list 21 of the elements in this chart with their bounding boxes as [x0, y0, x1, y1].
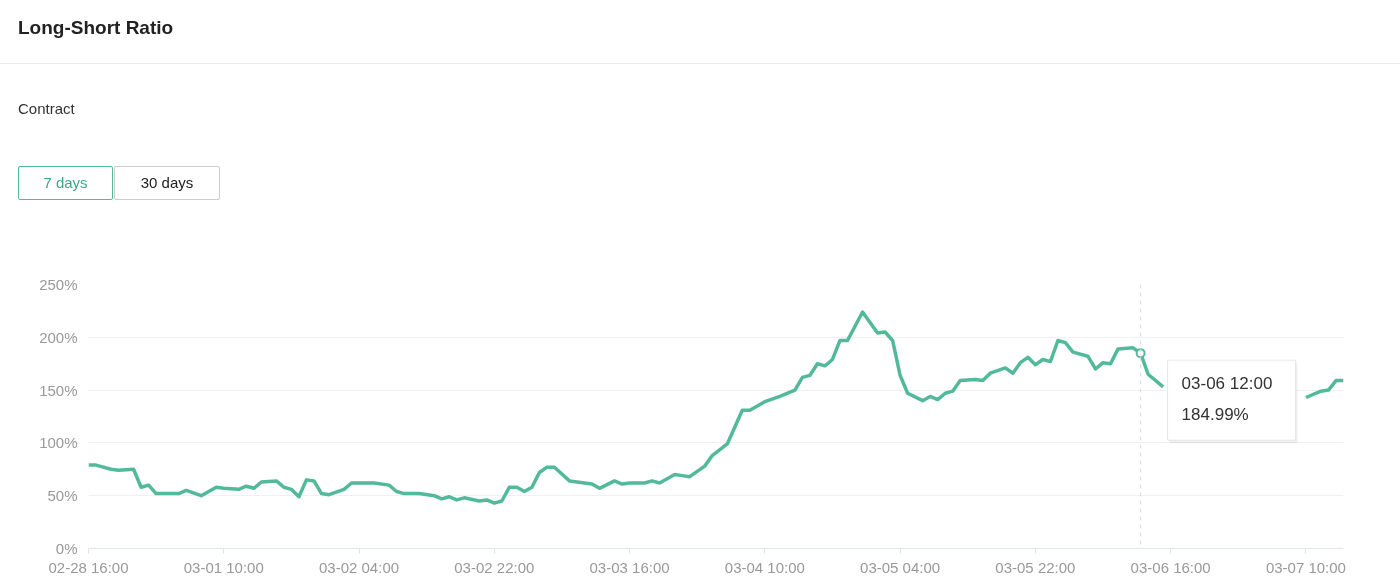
button: 7 days	[18, 166, 113, 200]
y-tick-label: 100%	[39, 434, 78, 452]
x-tick-label: 03-02 22:00	[454, 558, 535, 576]
y-tick-label: 150%	[39, 381, 78, 399]
control-label: Contract	[18, 99, 75, 119]
annotation: 03-06 12:00 184.99%	[1181, 374, 1273, 424]
x-tick-label: 03-01 10:00	[183, 558, 264, 576]
x-tick-label: 03-05 04:00	[860, 558, 941, 576]
y-tick-label: 0%	[55, 540, 78, 557]
x-tick-label: 03-06 16:00	[1130, 558, 1211, 576]
x-tick-label: 03-04 10:00	[724, 558, 805, 576]
y-tick-label: 200%	[39, 328, 78, 346]
x-tick-label: 02-28 16:00	[48, 558, 129, 576]
x-tick-label: 03-03 16:00	[589, 558, 670, 576]
y-tick-label: 250%	[39, 276, 78, 293]
button: 30 days	[114, 166, 220, 200]
y-tick-label: 50%	[47, 487, 78, 505]
x-tick-label: 03-02 04:00	[319, 558, 400, 576]
x-tick-label: 03-07 10:00	[1265, 558, 1346, 576]
x-tick-label: 03-05 22:00	[995, 558, 1076, 576]
title: Long-Short Ratio	[18, 16, 174, 40]
